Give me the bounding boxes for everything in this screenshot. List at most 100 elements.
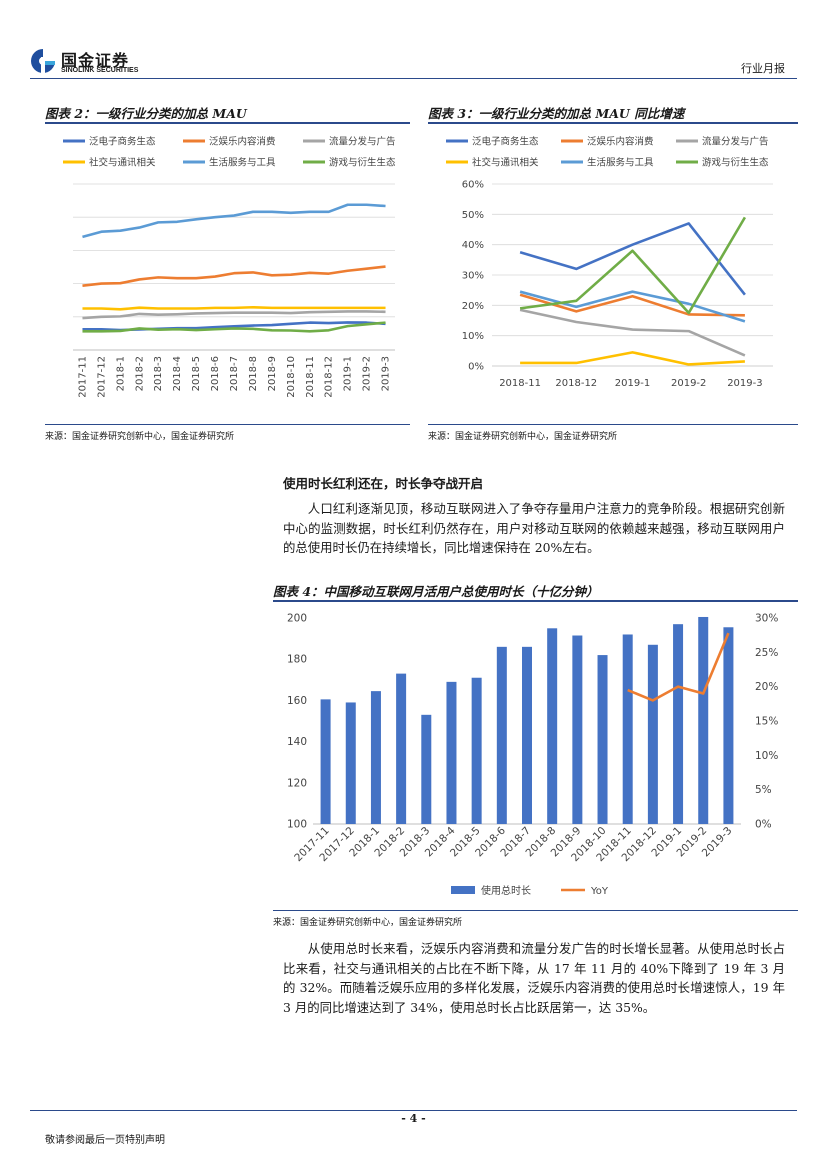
x-tick-label-11: 2018-10	[286, 356, 297, 398]
series-line-3	[520, 351, 745, 366]
chart3-bottom-rule	[428, 424, 798, 425]
x-tick-label-4: 2019-3	[727, 378, 762, 389]
bar-2018-10	[597, 655, 608, 824]
chart2-top-rule	[45, 122, 410, 124]
bar-2018-5	[471, 677, 482, 824]
chart3-title: 图表 3：一级行业分类的加总 MAU 同比增速	[428, 106, 685, 121]
logo-mark-icon	[31, 49, 55, 73]
bar-2018-11	[622, 634, 633, 824]
legend-label-0: 泛电子商务生态	[472, 136, 539, 148]
x-tick-label-6: 2018-5	[191, 356, 202, 391]
legend-label-2: 流量分发与广告	[702, 136, 769, 148]
x-tick-label-8: 2018-7	[229, 356, 240, 391]
paragraph-1-text: 人口红利逐渐见顶，移动互联网进入了争夺存量用户注意力的竞争阶段。根据研究创新中心…	[283, 501, 785, 555]
chart4-source: 来源：国金证券研究创新中心，国金证券研究所	[273, 918, 463, 928]
chart2-title: 图表 2：一级行业分类的加总 MAU	[45, 106, 247, 121]
x-tick-label-14: 2019-1	[343, 356, 354, 391]
legend-label-3: 社交与通讯相关	[89, 157, 156, 169]
paragraph-2: 从使用总时长来看，泛娱乐内容消费和流量分发广告的时长增长显著。从使用总时长占比来…	[283, 939, 785, 1017]
x-tick-label-9: 2018-8	[248, 356, 259, 391]
x-tick-label-4: 2018-3	[153, 356, 164, 391]
chart4-duration-bar-chart: 1001201401601802000%5%10%15%20%25%30%201…	[287, 613, 778, 898]
chart4-title: 图表 4：中国移动互联网月活用户总使用时长（十亿分钟）	[273, 584, 599, 599]
y2-tick-label-3: 15%	[755, 716, 778, 728]
chart4-bottom-rule	[273, 910, 798, 911]
y2-tick-label-6: 30%	[755, 613, 778, 625]
chart3-top-rule	[428, 122, 798, 124]
bar-2018-9	[572, 635, 583, 824]
chart4-top-rule	[273, 600, 798, 602]
y-tick-label-4: 180	[287, 654, 307, 666]
x-tick-label-0: 2018-11	[499, 378, 541, 389]
logo-text-en: SINOLINK SECURITIES	[61, 67, 139, 74]
footer-disclaimer: 敬请参阅最后一页特别声明	[45, 1135, 165, 1146]
legend-label-0: 泛电子商务生态	[89, 136, 156, 148]
x-tick-label-1: 2017-12	[96, 356, 107, 398]
chart3-source: 来源：国金证券研究创新中心，国金证券研究所	[428, 432, 618, 442]
paragraph-1: 人口红利逐渐见顶，移动互联网进入了争夺存量用户注意力的竞争阶段。根据研究创新中心…	[283, 499, 785, 558]
y-tick-label-0: 100	[287, 819, 307, 831]
y2-tick-label-5: 25%	[755, 647, 778, 659]
footer-rule	[30, 1110, 797, 1111]
chart2-source: 来源：国金证券研究创新中心，国金证券研究所	[45, 432, 235, 442]
bar-2018-8	[547, 628, 558, 824]
bar-2017-11	[320, 699, 331, 824]
x-tick-label-3: 2018-2	[134, 356, 145, 391]
bar-2018-3	[421, 714, 432, 824]
y-tick-label-1: 10%	[462, 331, 484, 342]
series-line-5	[82, 321, 386, 333]
x-tick-label-7: 2018-6	[210, 356, 221, 391]
x-tick-label-1: 2018-12	[555, 378, 597, 389]
legend-label-1: 泛娱乐内容消费	[209, 136, 276, 148]
company-logo: 国金证券 SINOLINK SECURITIES	[30, 45, 160, 77]
y-tick-label-3: 160	[287, 695, 307, 707]
x-tick-label-2: 2019-1	[615, 378, 650, 389]
page-number: - 4 -	[401, 1112, 426, 1125]
document-type: 行业月报	[741, 62, 785, 75]
legend-label-4: 生活服务与工具	[209, 157, 276, 169]
legend-label-5: 游戏与衍生生态	[702, 157, 769, 169]
y-tick-label-3: 30%	[462, 271, 484, 282]
yoy-line	[627, 632, 730, 702]
bar-2019-1	[673, 624, 684, 824]
series-line-1	[82, 265, 386, 287]
legend-label-1: 泛娱乐内容消费	[587, 136, 654, 148]
bar-2019-3	[723, 627, 734, 824]
y-tick-label-2: 20%	[462, 301, 484, 312]
paragraph-2-text: 从使用总时长来看，泛娱乐内容消费和流量分发广告的时长增长显著。从使用总时长占比来…	[283, 941, 785, 1015]
y-tick-label-0: 0%	[468, 362, 484, 373]
series-line-4	[82, 203, 386, 239]
bar-2017-12	[345, 702, 356, 824]
legend-label-5: 游戏与衍生生态	[329, 157, 396, 169]
x-tick-label-12: 2018-11	[305, 356, 316, 398]
y2-tick-label-1: 5%	[755, 784, 772, 796]
y-tick-label-4: 40%	[462, 240, 484, 251]
series-line-1	[519, 293, 745, 317]
y-tick-label-5: 200	[287, 613, 307, 625]
series-line-2	[82, 310, 386, 320]
bar-2018-6	[496, 646, 507, 824]
y-tick-label-1: 120	[287, 777, 307, 789]
y2-tick-label-4: 20%	[755, 681, 778, 693]
bar-2018-12	[647, 644, 658, 824]
x-tick-label-13: 2018-12	[324, 356, 335, 398]
x-tick-label-16: 2019-3	[381, 356, 392, 391]
bar-2018-2	[396, 673, 407, 824]
series-line-5	[519, 216, 747, 315]
header-rule	[30, 78, 797, 79]
x-tick-label-3: 2019-2	[671, 378, 706, 389]
y-tick-label-6: 60%	[462, 180, 484, 191]
logo-text-cn: 国金证券	[61, 51, 130, 70]
legend-swatch-bars	[451, 886, 475, 894]
bar-2018-4	[446, 681, 457, 824]
x-tick-label-5: 2018-4	[172, 356, 183, 391]
series-line-3	[82, 305, 386, 311]
x-tick-label-10: 2018-9	[267, 356, 278, 391]
series-line-0	[519, 222, 746, 296]
x-tick-label-2: 2018-1	[115, 356, 126, 391]
chart2-bottom-rule	[45, 424, 410, 425]
y2-tick-label-2: 10%	[755, 750, 778, 762]
x-tick-label-15: 2019-2	[362, 356, 373, 391]
